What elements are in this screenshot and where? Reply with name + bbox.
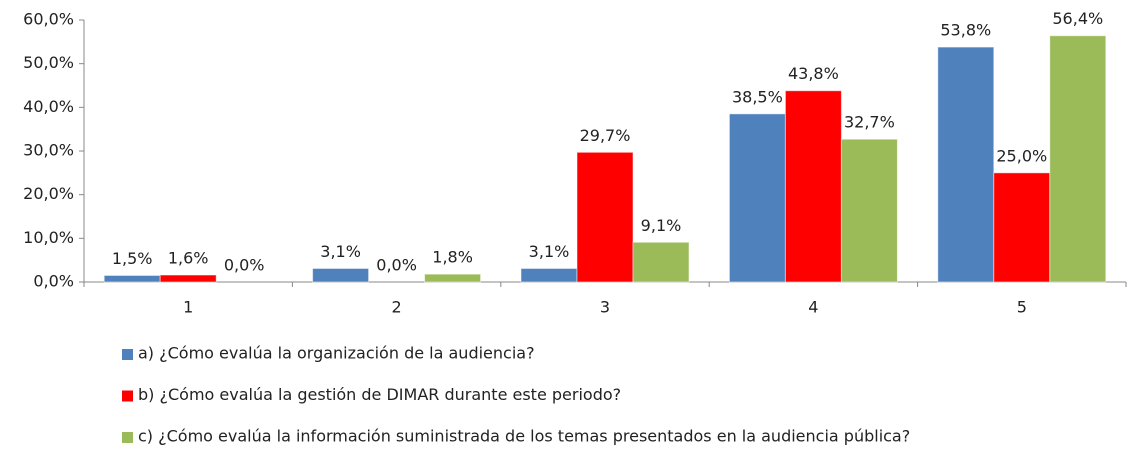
bar xyxy=(424,273,482,283)
value-label: 3,1% xyxy=(320,242,361,261)
value-label: 32,7% xyxy=(844,113,895,132)
value-label: 53,8% xyxy=(940,21,991,40)
value-label: 43,8% xyxy=(788,64,839,83)
legend-label: c) ¿Cómo evalúa la información suministr… xyxy=(138,427,910,446)
bar xyxy=(1049,35,1107,283)
x-tick-label: 5 xyxy=(1017,298,1027,317)
value-label: 3,1% xyxy=(529,242,570,261)
y-tick-label: 60,0% xyxy=(23,10,74,29)
bar xyxy=(576,151,634,283)
x-tick-label: 1 xyxy=(183,298,193,317)
value-label: 9,1% xyxy=(641,216,682,235)
y-tick-label: 30,0% xyxy=(23,141,74,160)
x-tick-label: 3 xyxy=(600,298,610,317)
value-label: 1,5% xyxy=(112,249,153,268)
bar xyxy=(632,241,690,283)
bar xyxy=(520,267,578,283)
bar xyxy=(937,46,995,283)
legend-swatch xyxy=(122,432,133,443)
y-tick-label: 20,0% xyxy=(23,184,74,203)
bar xyxy=(159,274,217,283)
value-label: 25,0% xyxy=(996,146,1047,165)
bar xyxy=(784,90,842,283)
legend-label: b) ¿Cómo evalúa la gestión de DIMAR dura… xyxy=(138,385,621,404)
y-tick-label: 40,0% xyxy=(23,97,74,116)
value-label: 0,0% xyxy=(376,256,417,275)
bar xyxy=(312,267,370,283)
value-label: 29,7% xyxy=(580,126,631,145)
legend-swatch xyxy=(122,349,133,360)
value-label: 0,0% xyxy=(224,256,265,275)
y-tick-label: 0,0% xyxy=(33,272,74,291)
bar xyxy=(728,113,786,283)
bar xyxy=(993,172,1051,283)
value-label: 38,5% xyxy=(732,87,783,106)
x-tick-label: 4 xyxy=(808,298,818,317)
bar xyxy=(840,138,898,283)
legend-swatch xyxy=(122,390,133,402)
value-label: 1,8% xyxy=(432,248,473,267)
bar xyxy=(103,274,161,283)
legend-label: a) ¿Cómo evalúa la organización de la au… xyxy=(138,344,535,363)
x-tick-label: 2 xyxy=(392,298,402,317)
y-tick-label: 50,0% xyxy=(23,53,74,72)
value-label: 1,6% xyxy=(168,249,209,268)
y-tick-label: 10,0% xyxy=(23,228,74,247)
value-label: 56,4% xyxy=(1052,9,1103,28)
